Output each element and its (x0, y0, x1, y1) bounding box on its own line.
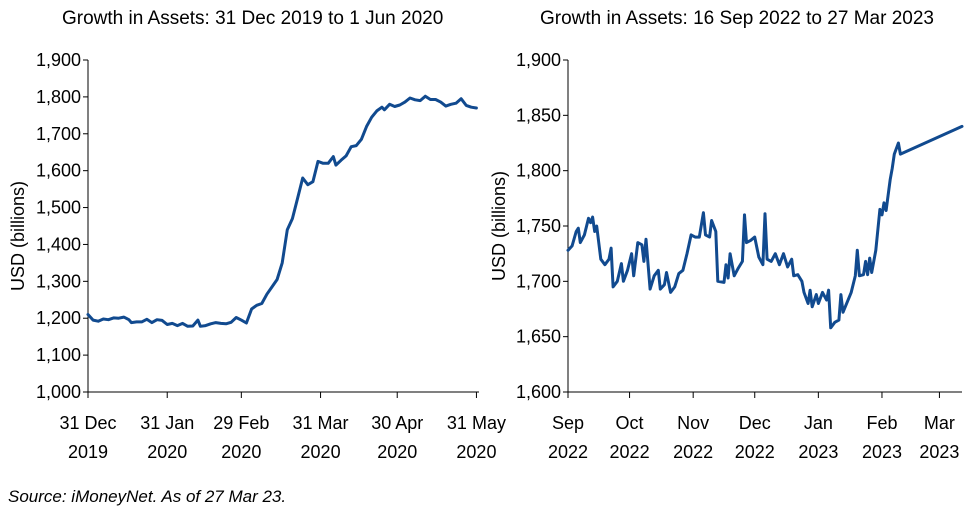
series-line-left (86, 94, 478, 328)
x-tick-label-year-left: 2020 (147, 442, 187, 462)
y-axis-label-left: USD (billions) (8, 181, 28, 291)
source-note: Source: iMoneyNet. As of 27 Mar 23. (8, 487, 287, 506)
x-tick-label-year-left: 2019 (68, 442, 108, 462)
y-tick-label-left: 1,700 (36, 124, 81, 144)
x-tick-label-year-left: 2020 (301, 442, 341, 462)
chart-title-right: Growth in Assets: 16 Sep 2022 to 27 Mar … (540, 8, 934, 29)
x-tick-label-left: 31 Dec (59, 413, 116, 433)
x-tick-label-year-left: 2020 (377, 442, 417, 462)
y-tick-label-left: 1,200 (36, 308, 81, 328)
x-tick-label-left: 31 Mar (293, 413, 349, 433)
x-tick-label-year-left: 2020 (456, 442, 496, 462)
chart-title-left: Growth in Assets: 31 Dec 2019 to 1 Jun 2… (62, 8, 444, 29)
x-tick-label-year-left: 2020 (221, 442, 261, 462)
y-tick-label-left: 1,600 (36, 161, 81, 181)
x-tick-label-left: 29 Feb (213, 413, 269, 433)
x-tick-label-left: 30 Apr (371, 413, 423, 433)
y-tick-label-left: 1,300 (36, 271, 81, 291)
y-tick-label-left: 1,400 (36, 234, 81, 254)
y-tick-label-left: 1,100 (36, 345, 81, 365)
y-tick-label-left: 1,000 (36, 382, 81, 402)
y-tick-label-left: 1,500 (36, 198, 81, 218)
x-tick-label-left: 31 Jan (140, 413, 194, 433)
x-tick-label-left: 31 May (447, 413, 506, 433)
y-tick-label-left: 1,800 (36, 87, 81, 107)
y-tick-label-left: 1,900 (36, 50, 81, 70)
